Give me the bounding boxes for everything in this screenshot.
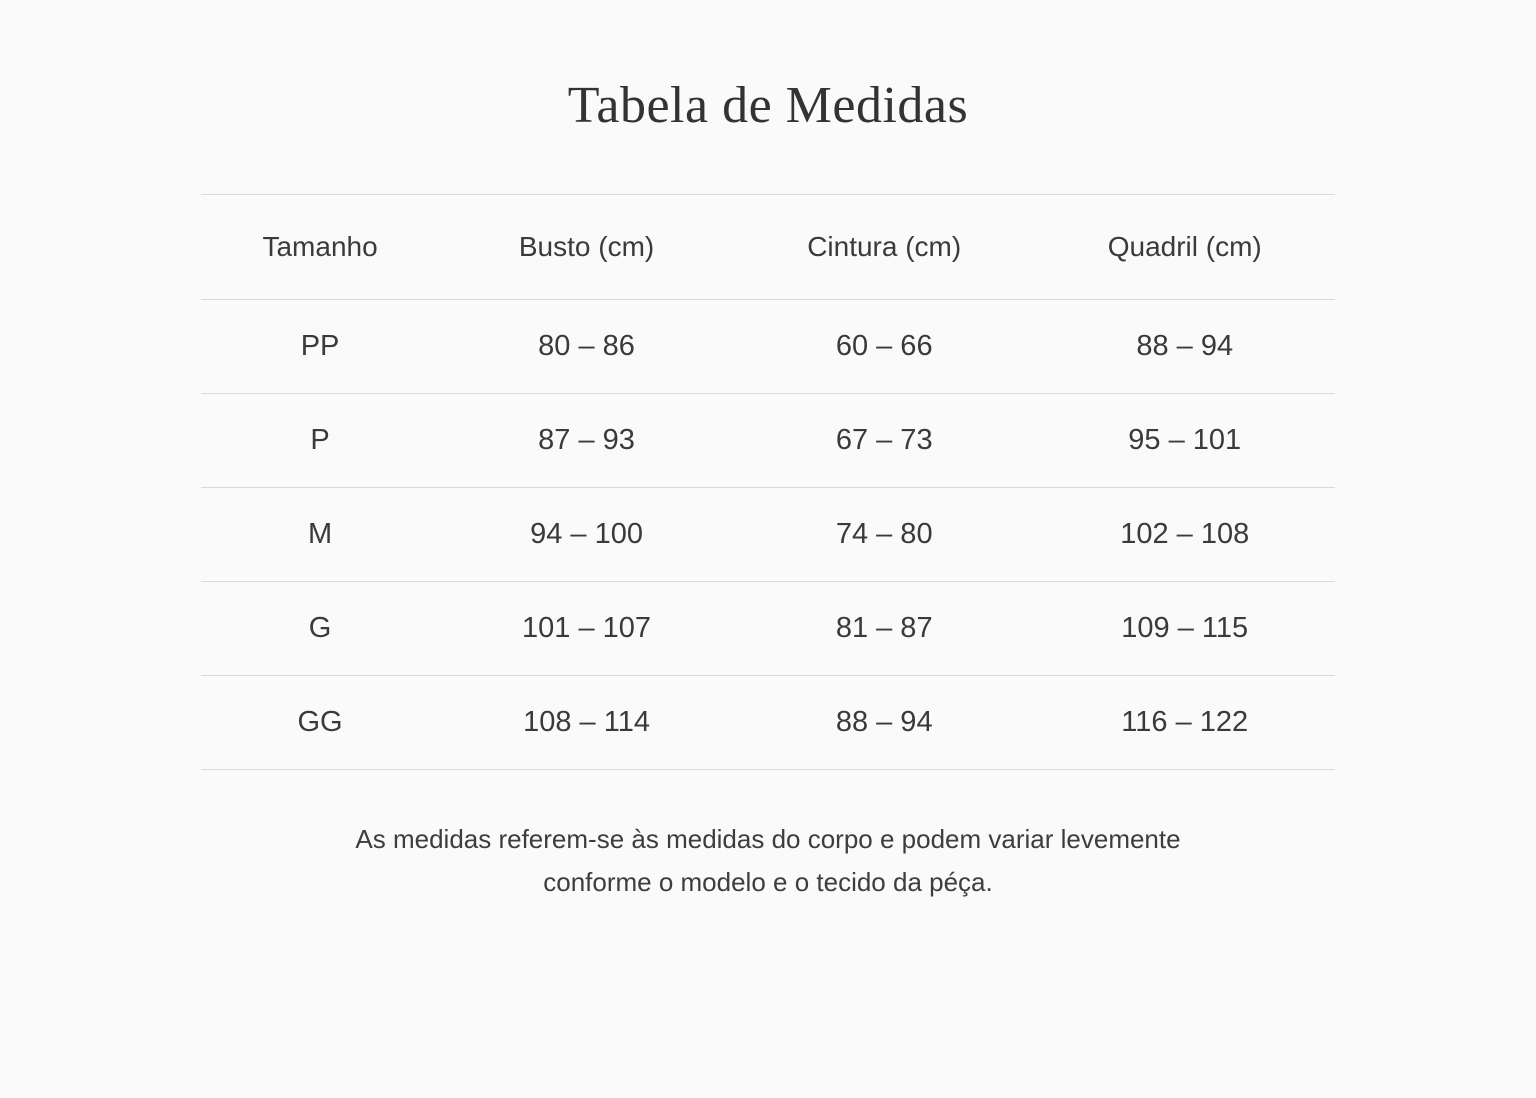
cell-quadril: 116 – 122 (1034, 675, 1335, 770)
cell-size: G (201, 581, 440, 676)
cell-busto: 87 – 93 (439, 393, 734, 488)
column-header-busto: Busto (cm) (439, 194, 734, 300)
table-row: M 94 – 100 74 – 80 102 – 108 (201, 487, 1335, 582)
cell-busto: 94 – 100 (439, 487, 734, 582)
cell-quadril: 88 – 94 (1034, 299, 1335, 394)
measurement-note: As medidas referem-se às medidas do corp… (218, 818, 1318, 904)
page-title: Tabela de Medidas (567, 77, 969, 134)
column-header-quadril: Quadril (cm) (1034, 194, 1335, 300)
note-line-2: conforme o modelo e o tecido da péça. (543, 867, 993, 897)
size-guide-page: Tabela de Medidas Tamanho Busto (cm) Cin… (0, 74, 1536, 1098)
note-line-1: As medidas referem-se às medidas do corp… (355, 824, 1181, 854)
cell-busto: 101 – 107 (439, 581, 734, 676)
cell-size: GG (201, 675, 440, 770)
cell-busto: 108 – 114 (439, 675, 734, 770)
cell-quadril: 102 – 108 (1034, 487, 1335, 582)
table-row: G 101 – 107 81 – 87 109 – 115 (201, 581, 1335, 676)
cell-cintura: 67 – 73 (733, 393, 1035, 488)
cell-size: P (201, 393, 440, 488)
size-chart-table: Tamanho Busto (cm) Cintura (cm) Quadril … (201, 194, 1335, 770)
cell-quadril: 109 – 115 (1034, 581, 1335, 676)
cell-size: M (201, 487, 440, 582)
cell-cintura: 60 – 66 (733, 299, 1035, 394)
column-header-cintura: Cintura (cm) (733, 194, 1035, 300)
table-header-row: Tamanho Busto (cm) Cintura (cm) Quadril … (201, 194, 1335, 300)
cell-cintura: 81 – 87 (733, 581, 1035, 676)
cell-cintura: 74 – 80 (733, 487, 1035, 582)
cell-cintura: 88 – 94 (733, 675, 1035, 770)
table-row: P 87 – 93 67 – 73 95 – 101 (201, 393, 1335, 488)
cell-size: PP (201, 299, 440, 394)
cell-quadril: 95 – 101 (1034, 393, 1335, 488)
column-header-tamanho: Tamanho (201, 194, 440, 300)
table-row: GG 108 – 114 88 – 94 116 – 122 (201, 675, 1335, 770)
cell-busto: 80 – 86 (439, 299, 734, 394)
table-row: PP 80 – 86 60 – 66 88 – 94 (201, 299, 1335, 394)
